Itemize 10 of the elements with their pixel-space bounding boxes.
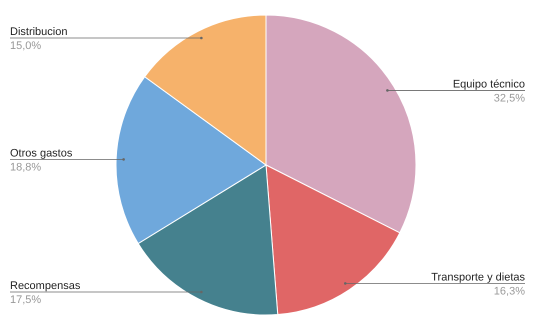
- slice-label: Recompensas: [10, 280, 81, 292]
- data-label: 18,8%: [10, 161, 42, 174]
- slice-label: Equipo técnico: [452, 78, 525, 90]
- data-label: 15,0%: [10, 40, 42, 52]
- data-label: 17,5%: [10, 294, 42, 306]
- data-label: 16,3%: [494, 285, 526, 298]
- slice-label: Distribucion: [10, 26, 68, 38]
- slice-label: Otros gastos: [10, 147, 73, 160]
- slice-label: Transporte y dietas: [431, 271, 526, 284]
- data-label: 32,5%: [494, 92, 526, 104]
